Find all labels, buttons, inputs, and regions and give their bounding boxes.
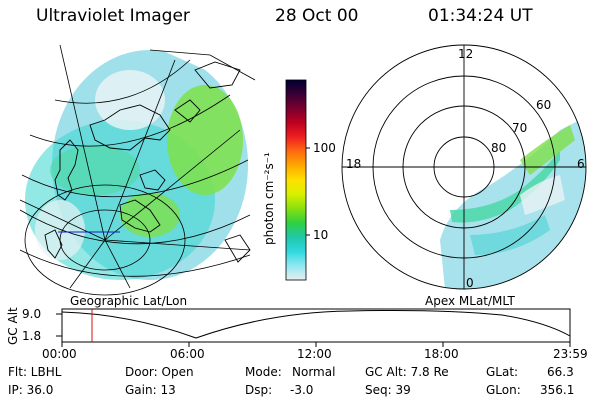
info-seq: Seq: 39 <box>365 383 411 397</box>
info-ip: IP: 36.0 <box>8 383 54 397</box>
info-mode-label: Mode: <box>245 365 282 379</box>
app-title: Ultraviolet Imager <box>36 6 190 26</box>
mlt-label-6: 6 <box>577 157 585 171</box>
altitude-ytick-1: 1.8 <box>22 329 42 343</box>
info-door: Door: Open <box>125 365 194 379</box>
info-glon-value: 356.1 <box>540 383 575 397</box>
mlt-label-12: 12 <box>458 47 474 61</box>
info-flt: Flt: LBHL <box>8 365 62 379</box>
altitude-xtick-1800: 18:00 <box>424 347 459 361</box>
mlt-label-18: 18 <box>346 157 362 171</box>
info-gc-alt: GC Alt: 7.8 Re <box>365 365 449 379</box>
altitude-ylabel: GC Alt <box>6 307 20 345</box>
info-dsp-label: Dsp: <box>245 383 273 397</box>
left-map-caption: Geographic Lat/Lon <box>70 294 188 308</box>
info-glon-label: GLon: <box>486 383 521 397</box>
info-dsp-value: -3.0 <box>290 383 314 397</box>
colorbar-tick-100: 100 <box>313 141 336 155</box>
info-glat-label: GLat: <box>486 365 519 379</box>
lat-label-80: 80 <box>491 141 507 155</box>
polar-plot-caption: Apex MLat/MLT <box>425 294 515 308</box>
lat-label-70: 70 <box>512 121 528 135</box>
altitude-xtick-1200: 12:00 <box>297 347 332 361</box>
altitude-xtick-0600: 06:00 <box>170 347 205 361</box>
info-gain: Gain: 13 <box>125 383 176 397</box>
polar-plot <box>341 44 587 290</box>
altitude-plot <box>56 308 571 347</box>
lat-label-60: 60 <box>536 98 552 112</box>
info-mode-value: Normal <box>292 365 336 379</box>
colorbar-unit-label: photon cm⁻²s⁻¹ <box>262 152 276 245</box>
altitude-xtick-0000: 00:00 <box>42 347 77 361</box>
altitude-xtick-2359: 23:59 <box>553 347 588 361</box>
colorbar-tick-10: 10 <box>313 228 329 242</box>
mlt-label-0: 0 <box>466 276 474 290</box>
left-map <box>19 44 256 296</box>
time-label: 01:34:24 UT <box>428 6 533 26</box>
colorbar <box>285 79 310 281</box>
altitude-ytick-9: 9.0 <box>22 307 42 321</box>
date-label: 28 Oct 00 <box>275 6 359 26</box>
info-glat-value: 66.3 <box>547 365 574 379</box>
